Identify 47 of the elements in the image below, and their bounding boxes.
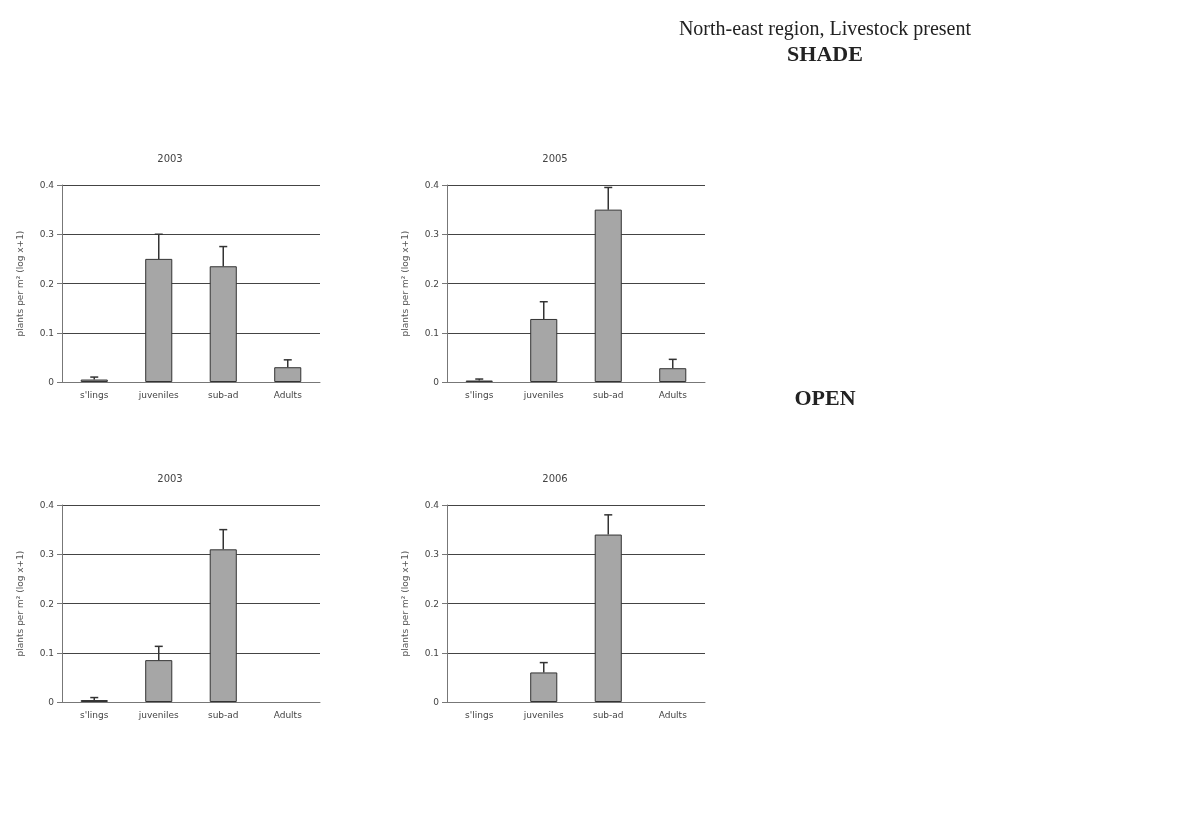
y-tick-label: 0.1 [424,647,439,658]
x-tick-label: sub-ad [207,709,239,720]
y-tick-label: 0.3 [39,229,54,240]
y-axis-title: plants per m² (log x+1) [14,550,25,657]
x-tick-label: Adults [658,709,688,720]
y-axis-title: plants per m² (log x+1) [399,230,410,337]
y-tick-label: 0.1 [39,327,54,338]
x-tick-label: s'lings [80,709,109,720]
x-tick-label: juveniles [522,389,565,400]
chart-title: 2003 [157,152,183,164]
y-tick-label: 0.1 [424,327,439,338]
text: SHADE [786,41,864,67]
y-tick-label: 0 [433,377,440,387]
x-tick-label: juveniles [522,709,565,720]
x-tick-label: Adults [273,709,303,720]
x-tick-label: Adults [658,389,688,400]
y-tick-label: 0 [48,697,55,707]
y-tick-label: 0.2 [39,278,54,289]
y-tick-label: 0 [433,697,440,707]
text: OPEN [794,385,856,410]
y-tick-label: 0.2 [424,598,439,609]
x-tick-label: sub-ad [207,389,239,400]
y-axis-title: plants per m² (log x+1) [399,550,410,657]
y-tick-label: 0.3 [39,549,54,560]
y-tick-label: 0.4 [39,180,55,190]
x-tick-label: s'lings [465,709,494,720]
x-tick-label: juveniles [137,389,180,400]
chart-title: 2003 [157,472,183,484]
y-tick-label: 0.2 [424,278,439,289]
x-tick-label: s'lings [465,389,494,400]
y-tick-label: 0.2 [39,598,54,609]
y-tick-label: 0.3 [424,229,439,240]
y-tick-label: 0.3 [424,549,439,560]
x-tick-label: Adults [273,389,303,400]
text: North-east region, Livestock present [677,16,973,41]
y-tick-label: 0.4 [39,500,55,510]
y-tick-label: 0.4 [424,500,440,510]
x-tick-label: s'lings [80,389,109,400]
y-tick-label: 0 [48,377,55,387]
x-tick-label: juveniles [137,709,180,720]
chart-title: 2005 [542,152,568,164]
chart-title: 2006 [542,472,568,484]
y-axis-title: plants per m² (log x+1) [14,230,25,337]
x-tick-label: sub-ad [592,709,624,720]
x-tick-label: sub-ad [592,389,624,400]
y-tick-label: 0.4 [424,180,440,190]
y-tick-label: 0.1 [39,647,54,658]
